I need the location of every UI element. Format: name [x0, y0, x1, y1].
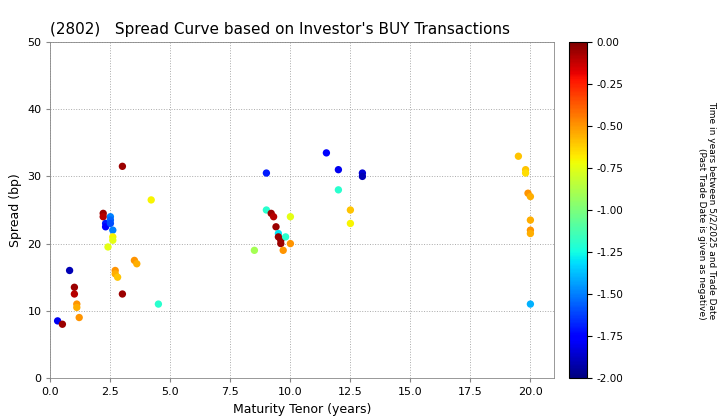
Point: [333, 186, 344, 193]
Point: [100, 220, 112, 227]
Point: [520, 170, 531, 176]
Point: [102, 244, 114, 250]
Point: [131, 260, 143, 267]
Point: [333, 166, 344, 173]
Point: [153, 301, 164, 307]
Point: [261, 170, 272, 176]
Point: [268, 213, 279, 220]
Point: [320, 150, 332, 156]
Point: [345, 207, 356, 213]
Point: [525, 227, 536, 234]
Point: [52, 318, 63, 324]
Point: [107, 234, 119, 240]
Point: [356, 173, 368, 180]
Point: [525, 217, 536, 223]
Point: [107, 237, 119, 244]
X-axis label: Maturity Tenor (years): Maturity Tenor (years): [233, 403, 372, 415]
Point: [522, 190, 534, 197]
Point: [273, 230, 284, 237]
Point: [117, 163, 128, 170]
Point: [356, 170, 368, 176]
Point: [275, 237, 287, 244]
Point: [280, 234, 292, 240]
Point: [104, 220, 116, 227]
Point: [261, 207, 272, 213]
Point: [520, 166, 531, 173]
Point: [68, 284, 80, 291]
Point: [284, 240, 296, 247]
Point: [284, 213, 296, 220]
Point: [64, 267, 76, 274]
Point: [145, 197, 157, 203]
Point: [525, 193, 536, 200]
Point: [112, 274, 123, 281]
Point: [275, 240, 287, 247]
Point: [109, 267, 121, 274]
Point: [73, 314, 85, 321]
Text: (2802)   Spread Curve based on Investor's BUY Transactions: (2802) Spread Curve based on Investor's …: [50, 22, 510, 37]
Point: [57, 321, 68, 328]
Point: [100, 223, 112, 230]
Point: [129, 257, 140, 264]
Text: Time in years between 5/2/2025 and Trade Date
(Past Trade Date is given as negat: Time in years between 5/2/2025 and Trade…: [697, 101, 716, 319]
Point: [277, 247, 289, 254]
Point: [71, 301, 83, 307]
Point: [104, 213, 116, 220]
Point: [109, 270, 121, 277]
Point: [248, 247, 260, 254]
Point: [97, 213, 109, 220]
Point: [107, 227, 119, 234]
Point: [117, 291, 128, 297]
Y-axis label: Spread (bp): Spread (bp): [9, 173, 22, 247]
Point: [273, 234, 284, 240]
Point: [513, 153, 524, 160]
Point: [68, 291, 80, 297]
Point: [266, 210, 277, 217]
Point: [104, 217, 116, 223]
Point: [525, 301, 536, 307]
Point: [345, 220, 356, 227]
Point: [270, 223, 282, 230]
Point: [97, 210, 109, 217]
Point: [71, 304, 83, 311]
Point: [525, 230, 536, 237]
